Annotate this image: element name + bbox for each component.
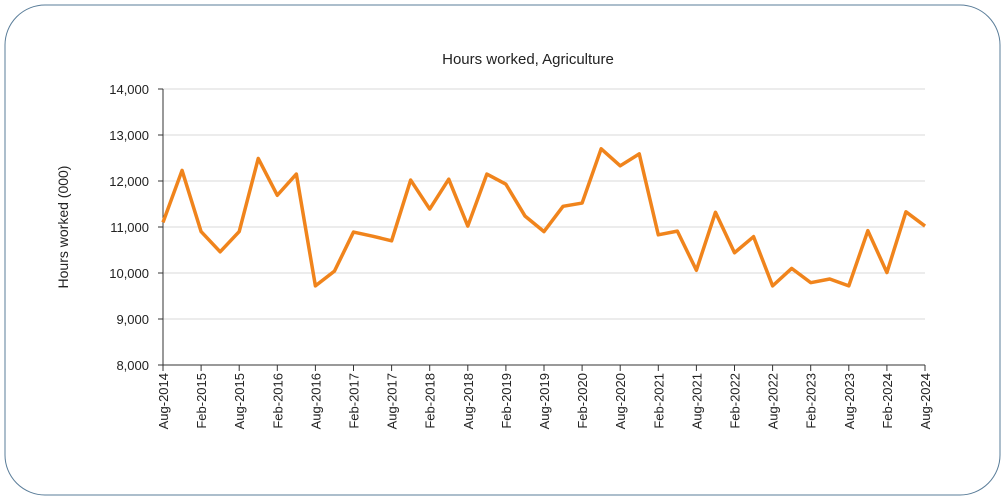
x-tick-label: Aug-2018 <box>461 373 476 429</box>
y-tick-label: 8,000 <box>116 358 149 373</box>
y-tick-label: 14,000 <box>109 82 149 97</box>
y-tick-label: 11,000 <box>110 220 149 235</box>
x-tick-label: Aug-2015 <box>232 373 247 429</box>
y-tick-label: 13,000 <box>109 128 149 143</box>
x-tick-label: Feb-2022 <box>728 373 743 429</box>
y-tick-label: 9,000 <box>116 312 149 327</box>
x-tick-label: Feb-2016 <box>270 373 285 429</box>
x-tick-label: Feb-2020 <box>575 373 590 429</box>
data-line <box>161 147 927 288</box>
frame <box>4 4 1001 496</box>
y-axis-label: Hours worked (000) <box>55 166 71 289</box>
x-tick-label: Aug-2020 <box>613 373 628 429</box>
x-tick-label: Aug-2024 <box>918 373 933 429</box>
x-tick-label: Feb-2019 <box>499 373 514 429</box>
x-tick-label: Aug-2021 <box>689 373 704 429</box>
x-tick-label: Aug-2023 <box>842 373 857 429</box>
x-tick-label: Aug-2014 <box>156 373 171 429</box>
x-tick-label: Aug-2019 <box>537 373 552 429</box>
x-tick-label: Feb-2015 <box>194 373 209 429</box>
x-tick-label: Aug-2017 <box>385 373 400 429</box>
x-tick-label: Feb-2024 <box>880 373 895 429</box>
x-tick-label: Aug-2016 <box>308 373 323 429</box>
x-tick-label: Aug-2022 <box>766 373 781 429</box>
y-tick-label: 10,000 <box>109 266 149 281</box>
x-tick-label: Feb-2018 <box>423 373 438 429</box>
x-tick-label: Feb-2017 <box>347 373 362 429</box>
chart-title: Hours worked, Agriculture <box>442 51 614 68</box>
y-tick-label: 12,000 <box>109 174 149 189</box>
x-tick-label: Feb-2023 <box>804 373 819 429</box>
x-tick-label: Feb-2021 <box>651 373 666 429</box>
